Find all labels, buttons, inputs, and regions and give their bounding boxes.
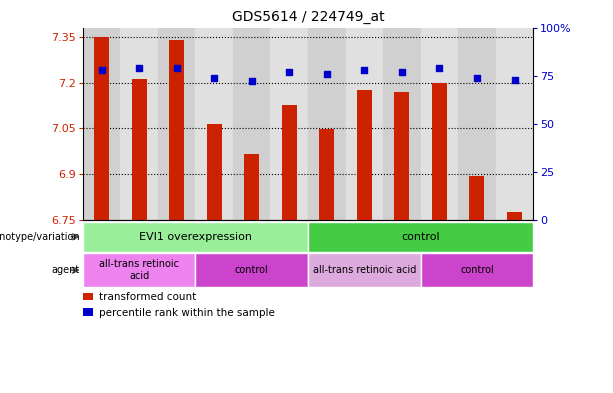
Point [322, 71, 332, 77]
Point [435, 65, 444, 71]
Point [134, 65, 144, 71]
Bar [169, 40, 184, 220]
Point [172, 65, 181, 71]
Bar [357, 90, 372, 220]
Text: control: control [235, 265, 268, 275]
Bar [244, 154, 259, 220]
Bar [83, 28, 120, 220]
Text: genotype/variation: genotype/variation [0, 232, 80, 242]
Bar [394, 92, 409, 220]
Bar [207, 125, 222, 220]
Bar [233, 28, 270, 220]
Bar [421, 28, 458, 220]
Title: GDS5614 / 224749_at: GDS5614 / 224749_at [232, 10, 384, 24]
Text: transformed count: transformed count [99, 292, 196, 302]
Point [247, 78, 257, 84]
Bar [120, 28, 158, 220]
Point [472, 74, 482, 81]
Bar [132, 79, 147, 220]
Bar [196, 28, 233, 220]
Bar [421, 253, 533, 287]
Bar [83, 222, 308, 252]
Text: all-trans retinoic
acid: all-trans retinoic acid [99, 259, 179, 281]
Bar [507, 213, 522, 220]
Bar [270, 28, 308, 220]
Text: all-trans retinoic acid: all-trans retinoic acid [313, 265, 416, 275]
Text: control: control [402, 232, 440, 242]
Point [397, 69, 407, 75]
Bar [282, 105, 297, 220]
Bar [496, 28, 533, 220]
Text: percentile rank within the sample: percentile rank within the sample [99, 308, 275, 318]
Bar [308, 222, 533, 252]
Bar [83, 292, 93, 300]
Text: control: control [460, 265, 494, 275]
Bar [196, 253, 308, 287]
Bar [470, 176, 484, 220]
Point [359, 67, 369, 73]
Text: agent: agent [51, 265, 80, 275]
Bar [83, 253, 196, 287]
Point [509, 76, 519, 83]
Bar [319, 129, 334, 220]
Bar [158, 28, 196, 220]
Bar [458, 28, 496, 220]
Text: EVI1 overexpression: EVI1 overexpression [139, 232, 252, 242]
Bar [383, 28, 421, 220]
Bar [308, 28, 346, 220]
Point [97, 67, 107, 73]
Bar [346, 28, 383, 220]
Bar [308, 253, 421, 287]
Point [284, 69, 294, 75]
Point [209, 74, 219, 81]
Bar [83, 309, 93, 316]
Bar [432, 83, 447, 220]
Bar [94, 37, 109, 220]
